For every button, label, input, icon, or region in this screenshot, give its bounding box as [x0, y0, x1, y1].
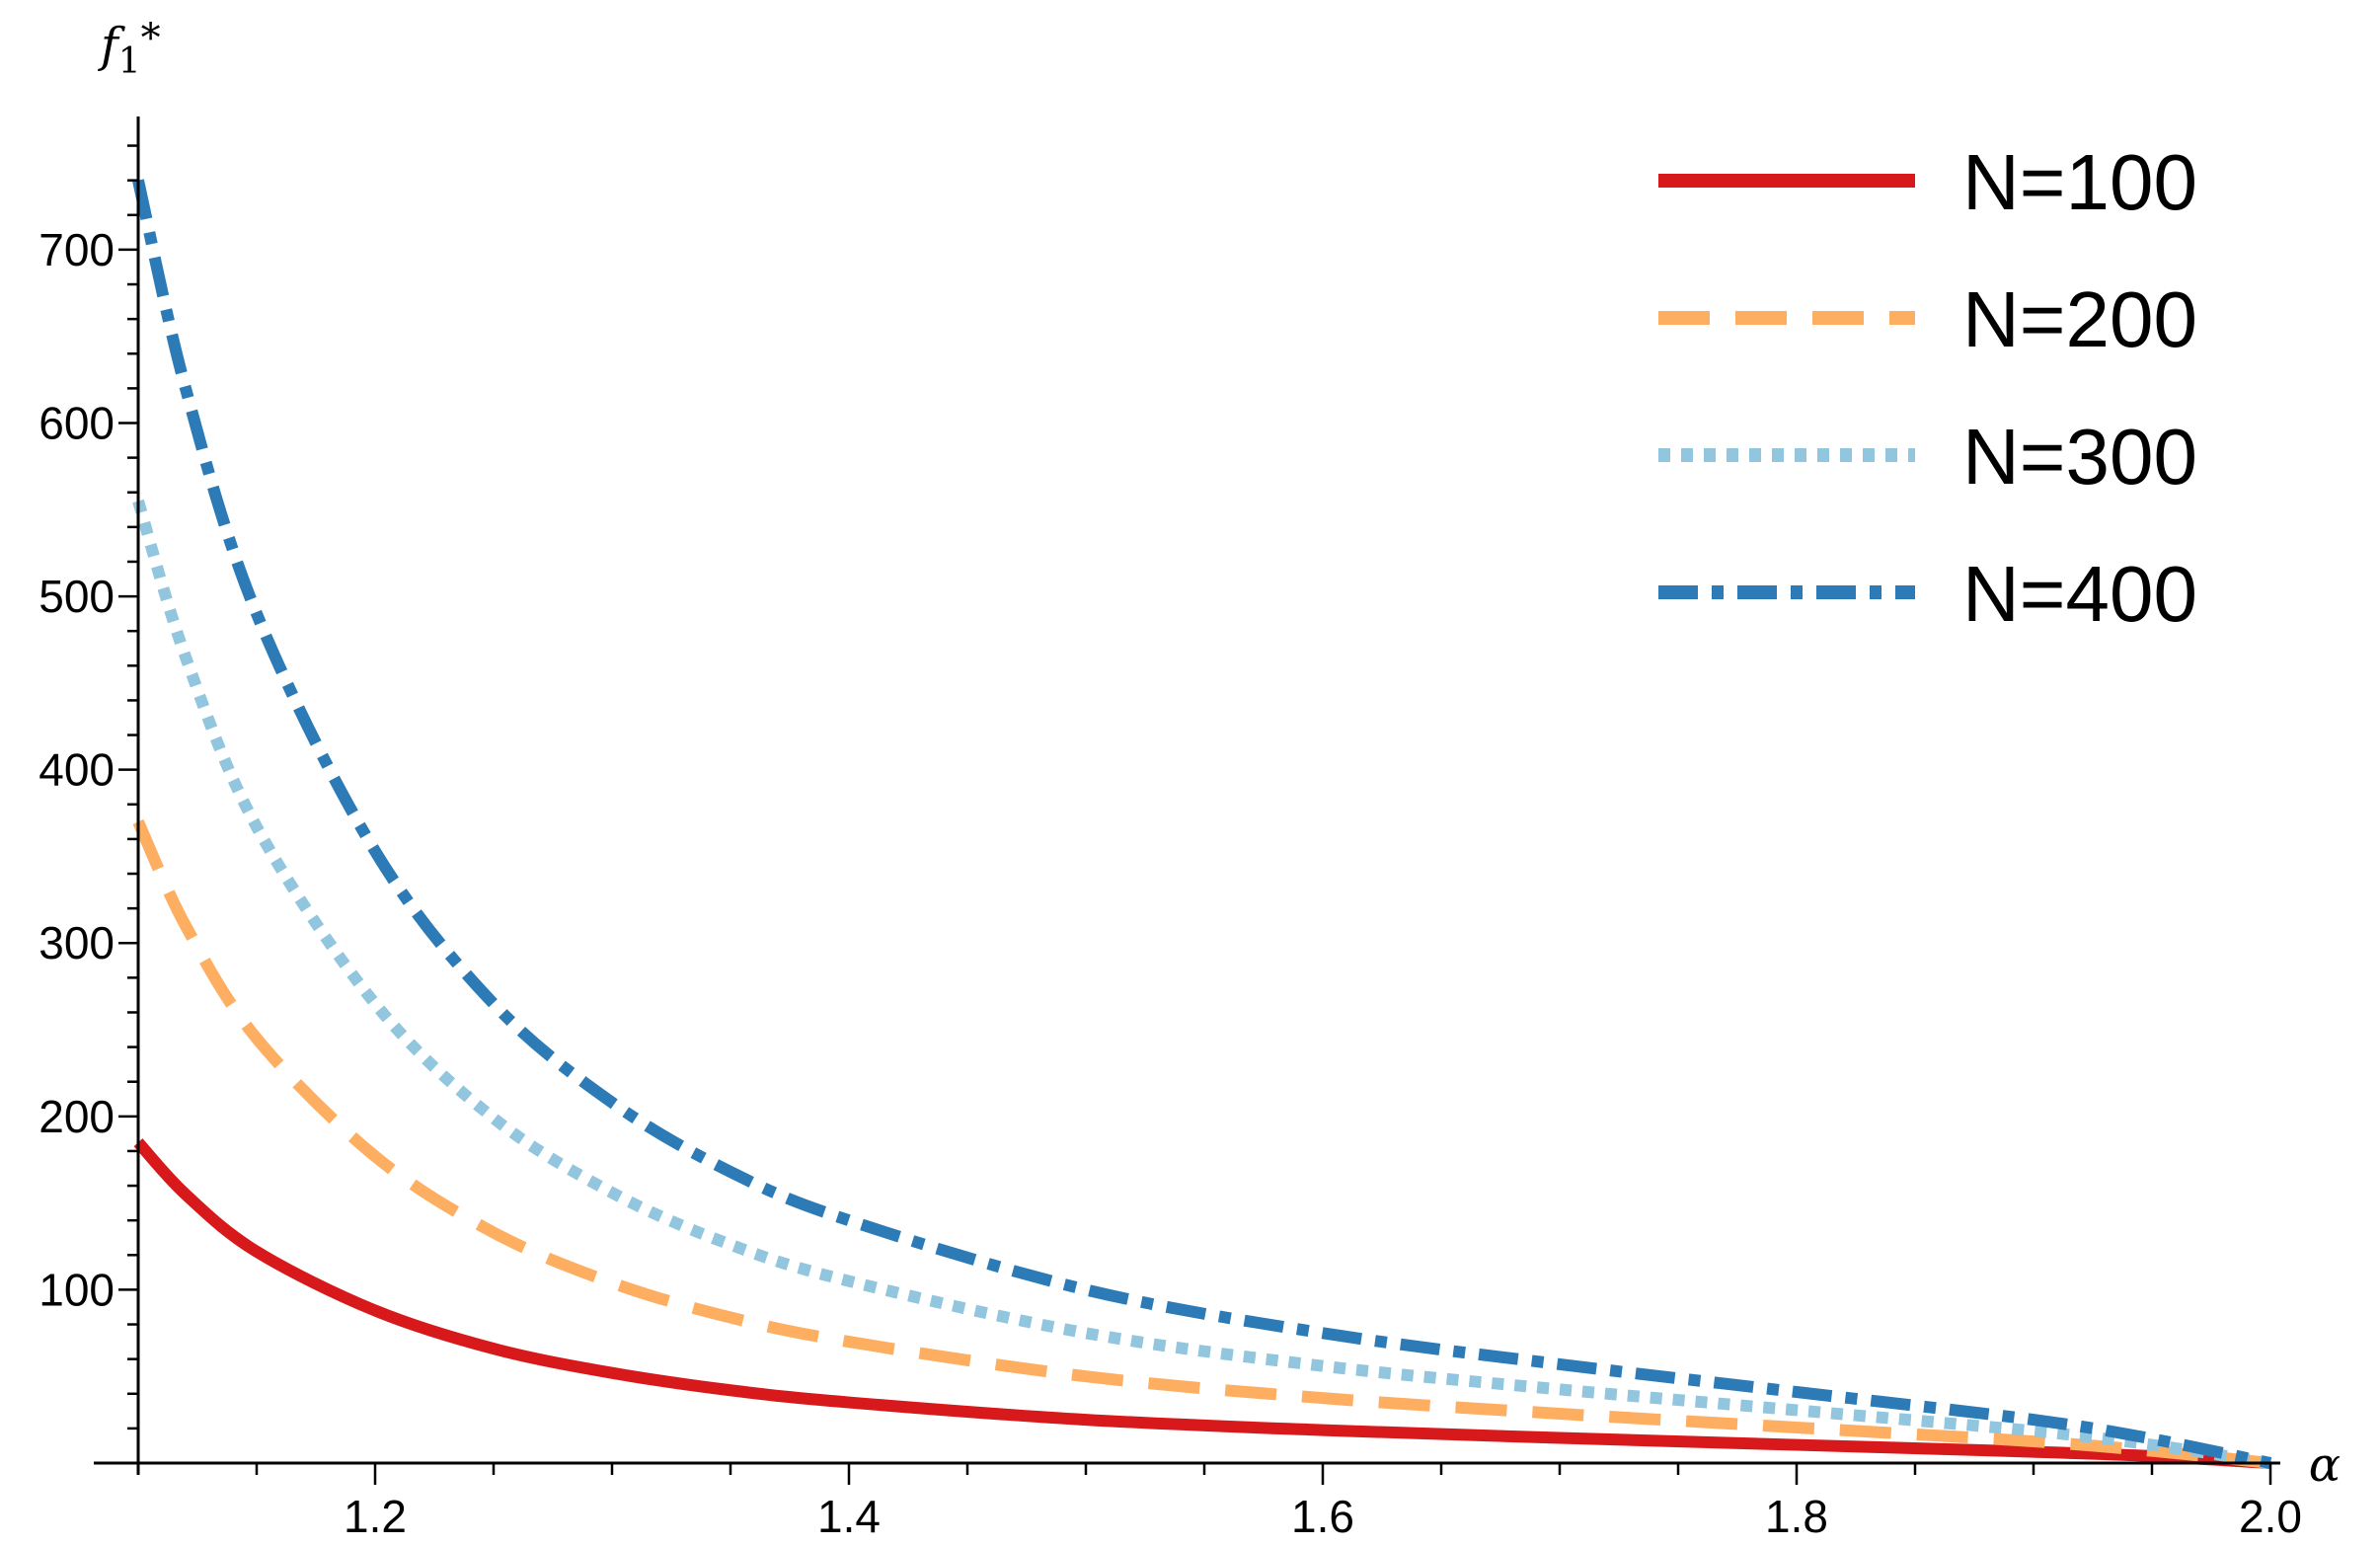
legend: N=100 N=200 N=300 N=400 [1658, 138, 2197, 638]
y-tick-label: 200 [38, 1091, 115, 1142]
legend-label: N=300 [1962, 413, 2197, 501]
x-tick-label: 1.8 [1765, 1491, 1828, 1542]
axes [94, 116, 2280, 1475]
series-line-n-400 [132, 179, 2272, 1469]
x-tick-label: 2.0 [2239, 1491, 2302, 1542]
x-axis-title: α [2309, 1437, 2341, 1493]
y-tick-label: 500 [38, 571, 115, 622]
series-line-n-200 [132, 818, 2271, 1469]
series-lines [132, 179, 2272, 1469]
y-tick-label: 400 [38, 744, 115, 796]
y-tick-label: 300 [38, 917, 115, 968]
y-axis-title: f1* [98, 16, 161, 82]
y-axis-title-subscript: 1 [118, 41, 141, 82]
legend-label: N=200 [1962, 275, 2197, 363]
y-tick-label: 700 [38, 224, 115, 275]
y-tick-label: 100 [38, 1264, 115, 1315]
x-tick-label: 1.2 [344, 1491, 407, 1542]
ticks: 1.2 1.4 1.6 1.8 2.0 100 200 300 400 500 600 700 [38, 144, 2302, 1542]
y-axis-title-superscript: * [141, 16, 161, 61]
y-tick-label: 600 [38, 397, 115, 448]
legend-label: N=400 [1962, 550, 2197, 638]
legend-label: N=100 [1962, 138, 2197, 226]
series-line-n-300 [132, 499, 2271, 1469]
x-tick-label: 1.4 [817, 1491, 881, 1542]
series-line-n-100 [133, 1138, 2271, 1469]
x-tick-label: 1.6 [1291, 1491, 1354, 1542]
